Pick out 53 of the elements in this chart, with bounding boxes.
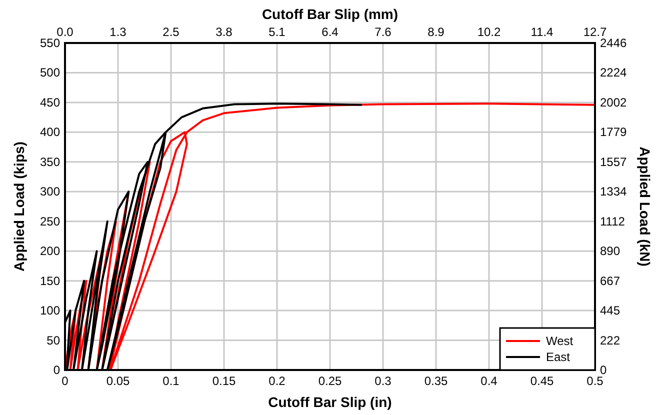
y-tick-label: 400 <box>40 125 60 140</box>
y-tick-label: 550 <box>40 36 60 50</box>
y-tick-label: 450 <box>40 95 60 110</box>
y2-tick-label: 890 <box>600 244 620 258</box>
y2-tick-label: 1334 <box>600 184 628 199</box>
y2-tick-label: 2446 <box>600 36 628 50</box>
x-tick-label: 0.45 <box>530 374 554 388</box>
x-tick-label: 0.3 <box>374 374 392 388</box>
y-axis-title: Applied Load (kips) <box>11 142 27 272</box>
y-tick-label: 250 <box>40 214 60 228</box>
x2-tick-label: 6.4 <box>322 25 339 39</box>
x2-tick-label: 10.2 <box>477 25 501 39</box>
x-tick-label: 0 <box>62 374 69 388</box>
x-axis-title: Cutoff Bar Slip (in) <box>268 394 392 410</box>
x2-axis-title: Cutoff Bar Slip (mm) <box>262 6 398 22</box>
y2-tick-label: 2224 <box>600 66 628 80</box>
x-tick-label: 0.25 <box>318 374 342 388</box>
x-tick-label: 0.4 <box>480 374 498 388</box>
x-tick-label: 0.15 <box>212 374 236 388</box>
legend-label: East <box>546 350 571 364</box>
x2-tick-label: 7.6 <box>374 25 392 39</box>
y2-tick-label: 1779 <box>600 125 628 140</box>
x-tick-label: 0.2 <box>268 374 286 388</box>
y-tick-label: 500 <box>40 66 60 80</box>
y-tick-label: 300 <box>40 184 60 199</box>
y-tick-label: 150 <box>40 274 60 288</box>
x2-tick-label: 0.0 <box>56 25 74 39</box>
y-tick-label: 100 <box>40 304 60 318</box>
x2-tick-label: 1.3 <box>110 25 127 39</box>
y-tick-label: 0 <box>53 363 60 377</box>
y2-tick-label: 1112 <box>600 214 626 228</box>
x-tick-label: 0.5 <box>586 374 604 388</box>
x2-tick-label: 8.9 <box>428 25 445 39</box>
x-tick-label: 0.35 <box>424 374 448 388</box>
x2-tick-label: 5.1 <box>268 25 286 39</box>
y2-axis-title: Applied Load (kN) <box>637 146 653 266</box>
y2-tick-label: 0 <box>600 363 607 377</box>
legend-label: West <box>546 334 574 348</box>
line-series <box>64 102 596 371</box>
y2-tick-label: 222 <box>600 333 620 348</box>
y-tick-label: 50 <box>46 333 60 348</box>
x-tick-label: 0.05 <box>106 374 130 388</box>
y2-tick-label: 2002 <box>600 95 628 110</box>
y2-tick-label: 445 <box>600 304 620 318</box>
x-tick-label: 0.1 <box>162 374 180 388</box>
x2-tick-label: 3.8 <box>216 25 233 39</box>
x2-tick-label: 2.5 <box>162 25 180 39</box>
x2-tick-label: 12.7 <box>583 25 607 39</box>
y-tick-label: 350 <box>40 154 60 169</box>
y-tick-label: 200 <box>40 244 60 258</box>
y2-tick-label: 1557 <box>600 154 628 169</box>
x2-tick-label: 11.4 <box>530 25 554 39</box>
y2-tick-label: 667 <box>600 274 620 288</box>
